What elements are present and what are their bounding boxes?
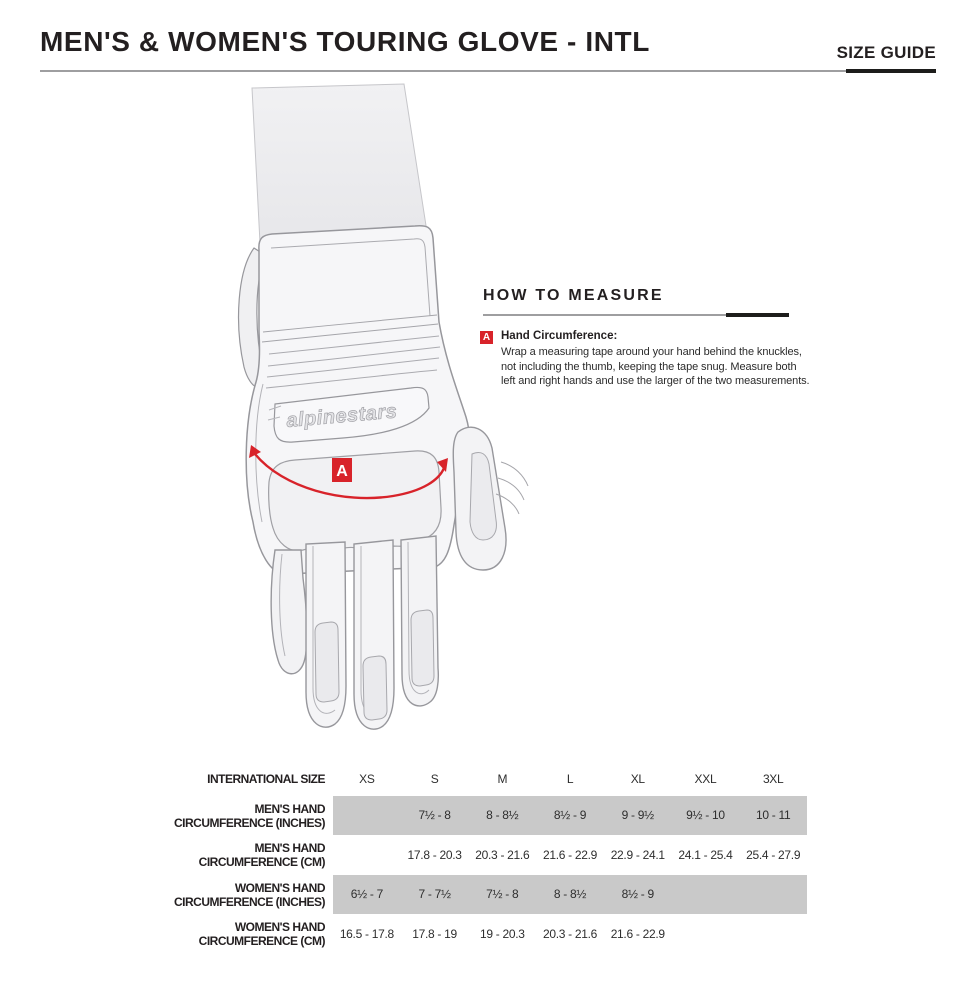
finger-index [270,549,308,675]
how-to-measure-divider-accent [726,313,789,317]
row-label-line: CIRCUMFERENCE (INCHES) [174,895,326,909]
size-value: 21.6 - 22.9 [610,927,665,941]
panel-hatch-lines [267,405,282,421]
size-value: 10 - 11 [755,808,791,822]
finger-ring [400,535,439,707]
size-value: 9½ - 10 [686,808,725,822]
size-col-header: 3XL [762,772,784,786]
row-label-line: CIRCUMFERENCE (CM) [198,855,326,869]
finger-fourth [353,539,395,730]
size-col-header: XS [359,772,375,786]
size-value: 25.4 - 27.9 [746,848,801,862]
header-divider [40,70,846,72]
page-title: MEN'S & WOMEN'S TOURING GLOVE - INTL [40,26,650,57]
row-label: MEN'S HAND CIRCUMFERENCE (INCHES) [100,802,326,830]
table-row: 7½ - 8 8 - 8½ 8½ - 9 9 - 9½ 9½ - 10 10 -… [333,796,807,835]
row-label-line: WOMEN'S HAND [234,920,326,934]
size-value: 8½ - 9 [621,887,655,901]
measure-line: Wrap a measuring tape around your hand b… [501,346,802,358]
size-value: 7½ - 8 [418,808,451,822]
size-col-header: L [566,772,574,786]
logo-panel [273,386,430,443]
size-value: 9 - 9½ [621,808,655,822]
knuckle-pad [268,450,442,552]
size-value: 6½ - 7 [350,887,384,901]
measure-line: left and right hands and use the larger … [501,375,810,387]
row-label-line: MEN'S HAND [254,802,325,816]
row-label-line: CIRCUMFERENCE (INCHES) [174,816,326,830]
glove-illustration: alpinestars [237,83,529,730]
size-guide-tab[interactable]: SIZE GUIDE [836,43,936,62]
size-value: 8 - 8½ [553,887,587,901]
arc-arrow-right [437,458,448,472]
header-divider-accent [846,69,936,73]
size-value: 20.3 - 21.6 [475,848,530,862]
size-value: 8½ - 9 [553,808,587,822]
finger-middle [305,541,347,728]
size-value [672,914,740,954]
size-value [739,914,807,954]
svg-text:A: A [336,463,348,480]
measure-instructions: Wrap a measuring tape around your hand b… [501,345,810,389]
size-col-header: XL [630,772,645,786]
size-value [739,875,807,914]
thumb [452,426,529,571]
how-to-measure-title: HOW TO MEASURE [483,287,664,304]
table-row: 6½ - 7 7 - 7½ 7½ - 8 8 - 8½ 8½ - 9 [333,875,807,914]
size-value [333,835,401,875]
size-value: 17.8 - 19 [412,927,457,941]
how-to-measure-divider [483,314,726,316]
measurement-arc [249,445,448,500]
table-row: 16.5 - 17.8 17.8 - 19 19 - 20.3 20.3 - 2… [333,914,807,954]
size-value: 21.6 - 22.9 [542,848,598,862]
table-header-label: INTERNATIONAL SIZE [207,772,325,786]
size-value: 24.1 - 25.4 [678,848,733,862]
forearm-shape [251,83,428,244]
row-label-line: MEN'S HAND [254,841,325,855]
row-label-line: WOMEN'S HAND [234,881,326,895]
size-col-header: S [430,772,439,786]
size-value: 19 - 20.3 [479,927,525,941]
size-value: 8 - 8½ [486,808,519,822]
marker-a-badge: A [332,458,352,482]
wrist-divider-lines [261,314,439,343]
size-col-header: XXL [694,772,717,786]
row-label: WOMEN'S HAND CIRCUMFERENCE (CM) [100,920,326,948]
size-value: 7 - 7½ [418,887,451,901]
measure-line: not including the thumb, keeping the tap… [501,360,797,373]
size-value: 7½ - 8 [486,887,519,901]
arc-arrow-left [249,445,261,458]
size-value [333,796,401,835]
measure-name: Hand Circumference: [501,330,618,342]
row-label: WOMEN'S HAND CIRCUMFERENCE (INCHES) [100,881,326,909]
row-label: MEN'S HAND CIRCUMFERENCE (CM) [100,841,326,869]
size-column-headers: XS S M L XL XXL 3XL [333,766,807,792]
table-row: 17.8 - 20.3 20.3 - 21.6 21.6 - 22.9 22.9… [333,835,807,875]
size-value [672,875,740,914]
size-value: 20.3 - 21.6 [542,927,598,941]
wrist-elastic-lines [265,335,441,389]
row-label-line: CIRCUMFERENCE (CM) [198,934,326,948]
measure-a-badge: A [480,331,493,344]
cuff-inner-line [270,238,431,317]
size-value: 17.8 - 20.3 [407,848,462,862]
size-col-header: M [497,772,508,786]
size-value: 22.9 - 24.1 [610,848,665,862]
size-value: 16.5 - 17.8 [339,927,394,941]
